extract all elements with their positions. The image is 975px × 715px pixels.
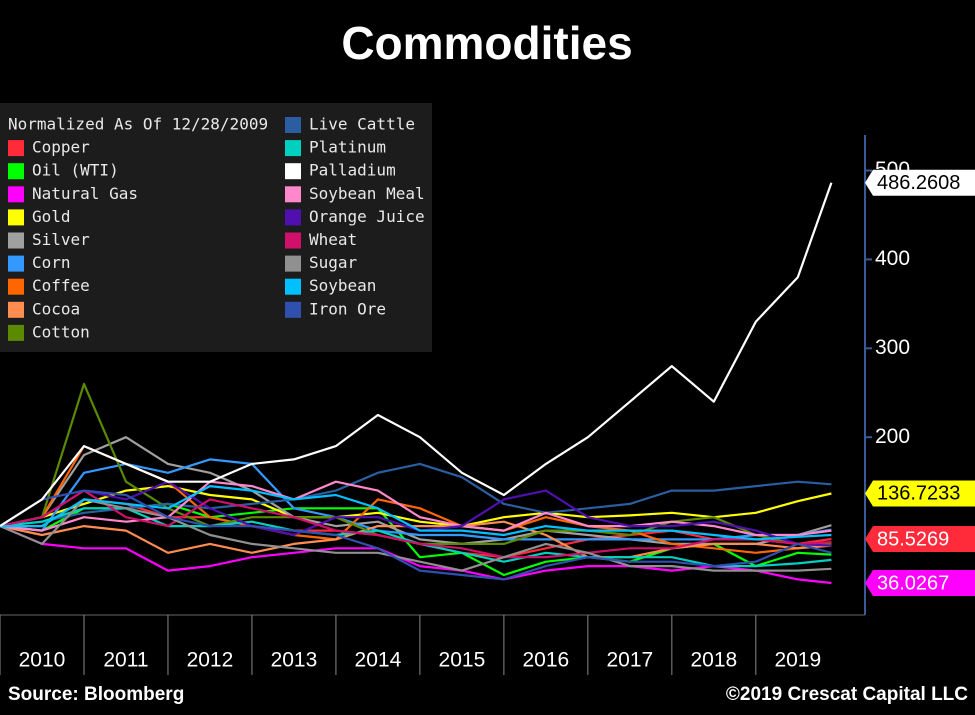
- legend-swatch: [8, 278, 24, 295]
- x-tick-label: 2010: [19, 649, 66, 672]
- legend-label: Iron Ore: [309, 299, 386, 318]
- legend-swatch: [8, 232, 24, 249]
- legend-label: Soybean Meal: [309, 184, 425, 203]
- series-line: [0, 520, 832, 559]
- x-tick-label: 2016: [523, 649, 570, 672]
- series-line: [0, 489, 832, 559]
- legend-swatch: [8, 163, 24, 180]
- series-line: [0, 525, 832, 585]
- legend-label: Corn: [32, 253, 71, 272]
- end-label: 486.2608: [877, 172, 960, 194]
- legend-swatch: [285, 301, 301, 318]
- legend-label: Coffee: [32, 276, 90, 295]
- legend-label: Silver: [32, 230, 90, 249]
- x-tick-label: 2011: [103, 649, 148, 672]
- legend-swatch: [285, 232, 301, 249]
- end-label-tag: [865, 480, 975, 507]
- legend-label: Palladium: [309, 161, 396, 180]
- series-line: [0, 182, 833, 528]
- series-line: [0, 436, 832, 545]
- x-tick-label: 2013: [271, 649, 318, 672]
- legend-swatch: [285, 140, 301, 157]
- legend-swatch: [285, 255, 301, 272]
- legend-label: Cotton: [32, 322, 90, 341]
- legend-box: [0, 103, 432, 352]
- legend-swatch: [285, 186, 301, 203]
- legend-label: Cocoa: [32, 299, 80, 318]
- end-label: 36.0267: [877, 572, 949, 594]
- series-line: [0, 462, 832, 528]
- y-tick-label: 200: [875, 425, 910, 448]
- legend: Normalized As Of 12/28/2009 Copper Oil (W…: [0, 103, 432, 352]
- x-tick-label: 2018: [690, 649, 737, 672]
- source: Source: Bloomberg: [8, 684, 184, 705]
- legend-label: Oil (WTI): [32, 161, 119, 180]
- legend-swatch: [285, 163, 301, 180]
- legend-label: Natural Gas: [32, 184, 138, 203]
- end-label-tag: [865, 569, 975, 596]
- legend-label: Platinum: [309, 138, 386, 157]
- x-tick-label: 2012: [187, 649, 234, 672]
- series-line: [0, 498, 832, 572]
- y-tick-label: 300: [875, 336, 910, 359]
- end-label: 85.5269: [877, 528, 949, 550]
- end-label: 136.7233: [877, 483, 960, 505]
- legend-label: Copper: [32, 138, 90, 157]
- end-label-tag: [865, 525, 975, 552]
- legend-swatch: [8, 255, 24, 272]
- x-tick-label: 2015: [439, 649, 486, 672]
- legend-label: Live Cattle: [309, 115, 415, 134]
- series-line: [0, 458, 832, 541]
- legend-swatch: [8, 324, 24, 341]
- legend-swatch: [285, 278, 301, 295]
- legend-swatch: [8, 140, 24, 157]
- chart-title: Commodities: [341, 17, 632, 69]
- series-line: [0, 485, 832, 528]
- legend-label: Gold: [32, 207, 71, 226]
- y-tick-label: 400: [875, 247, 910, 270]
- copyright: ©2019 Crescat Capital LLC: [726, 684, 968, 705]
- x-tick-label: 2014: [355, 649, 402, 672]
- legend-title: Normalized As Of 12/28/2009: [8, 115, 268, 134]
- legend-label: Orange Juice: [309, 207, 425, 226]
- series-line: [0, 489, 832, 581]
- legend-swatch: [8, 301, 24, 318]
- x-tick-label: 2019: [774, 649, 821, 672]
- legend-label: Wheat: [309, 230, 357, 249]
- legend-swatch: [285, 117, 301, 133]
- legend-label: Soybean: [309, 276, 376, 295]
- legend-swatch: [8, 209, 24, 226]
- x-tick-label: 2017: [606, 649, 653, 672]
- legend-swatch: [285, 209, 301, 226]
- legend-swatch: [8, 186, 24, 203]
- end-label-tag: [865, 169, 975, 196]
- legend-label: Sugar: [309, 253, 358, 272]
- series-line: [0, 485, 832, 541]
